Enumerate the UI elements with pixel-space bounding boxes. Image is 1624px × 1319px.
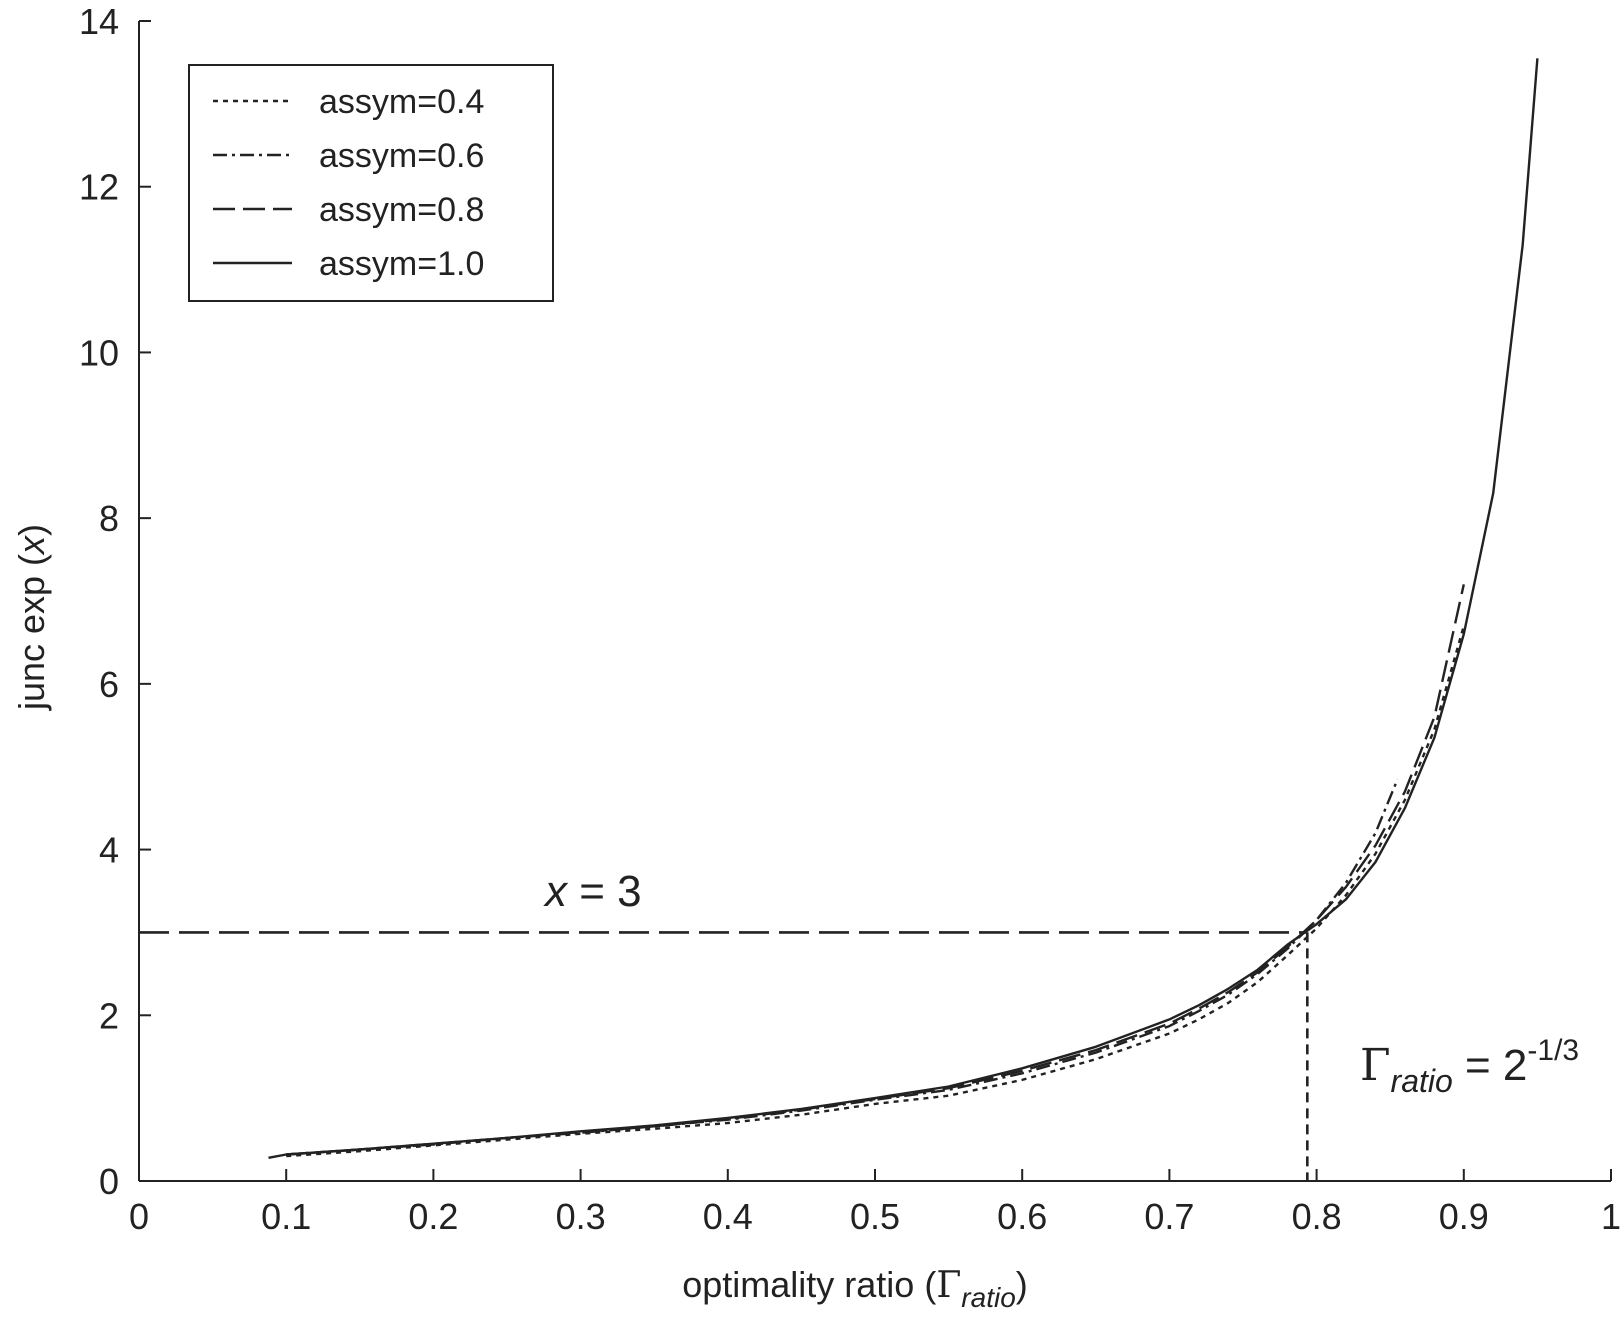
x-tick-label: 1 bbox=[1601, 1196, 1621, 1237]
x-tick-label: 0.6 bbox=[997, 1196, 1047, 1237]
x-tick-label: 0.3 bbox=[556, 1196, 606, 1237]
x-tick-label: 0.8 bbox=[1292, 1196, 1342, 1237]
series-group bbox=[268, 58, 1539, 1159]
y-tick-label: 10 bbox=[79, 332, 119, 373]
x-tick-label: 0.9 bbox=[1439, 1196, 1489, 1237]
legend-box bbox=[188, 64, 554, 302]
legend-label-2: assym=0.6 bbox=[319, 137, 484, 175]
x-axis-title: optimality ratio (Γratio) bbox=[682, 1264, 1028, 1313]
y-tick-label: 6 bbox=[99, 664, 119, 705]
y-tick-label: 12 bbox=[79, 167, 119, 208]
legend: assym=0.4 assym=0.6 assym=0.8 assym=1.0 bbox=[188, 64, 554, 302]
x-tick-label: 0.5 bbox=[850, 1196, 900, 1237]
reference-lines bbox=[139, 931, 1309, 1181]
series-line-1 bbox=[286, 625, 1465, 1158]
x-tick-label: 0.1 bbox=[261, 1196, 311, 1237]
annotation-x-equals-3: x = 3 bbox=[543, 867, 642, 916]
x-tick-label: 0 bbox=[129, 1196, 149, 1237]
legend-items: assym=0.4 assym=0.6 assym=0.8 assym=1.0 bbox=[213, 83, 484, 283]
y-tick-label: 14 bbox=[79, 1, 119, 42]
x-tick-label: 0.7 bbox=[1144, 1196, 1194, 1237]
x-tick-label: 0.4 bbox=[703, 1196, 753, 1237]
legend-label-1: assym=0.4 bbox=[319, 83, 484, 121]
y-tick-label: 8 bbox=[99, 498, 119, 539]
y-tick-label: 2 bbox=[99, 995, 119, 1036]
y-axis-title: junc exp (x) bbox=[11, 524, 52, 711]
legend-label-4: assym=1.0 bbox=[319, 245, 484, 283]
y-tick-label: 0 bbox=[99, 1161, 119, 1202]
series-line-2 bbox=[286, 778, 1399, 1156]
annotation-gamma-ratio: Γratio = 2-1/3 bbox=[1360, 1034, 1579, 1099]
legend-label-3: assym=0.8 bbox=[319, 191, 484, 229]
x-tick-label: 0.2 bbox=[408, 1196, 458, 1237]
series-line-3 bbox=[286, 584, 1465, 1156]
series-line-4 bbox=[268, 58, 1539, 1159]
y-tick-label: 4 bbox=[99, 830, 119, 871]
